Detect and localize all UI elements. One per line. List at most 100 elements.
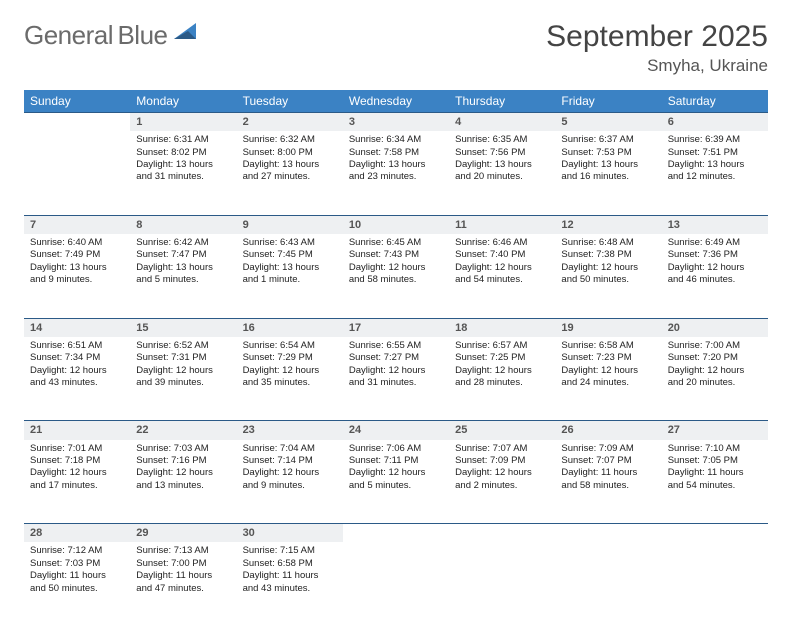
daylight-text: Daylight: 12 hours and 46 minutes. xyxy=(668,262,762,287)
day-content-cell: Sunrise: 6:37 AMSunset: 7:53 PMDaylight:… xyxy=(555,131,661,215)
day-number-cell: 10 xyxy=(343,215,449,234)
sunrise-text: Sunrise: 6:35 AM xyxy=(455,134,549,146)
day-number-cell: 9 xyxy=(237,215,343,234)
daylight-text: Daylight: 12 hours and 39 minutes. xyxy=(136,365,230,390)
daylight-text: Daylight: 12 hours and 2 minutes. xyxy=(455,467,549,492)
daylight-text: Daylight: 13 hours and 20 minutes. xyxy=(455,159,549,184)
day-content-cell: Sunrise: 6:34 AMSunset: 7:58 PMDaylight:… xyxy=(343,131,449,215)
day-number-cell xyxy=(555,524,661,543)
daylight-text: Daylight: 12 hours and 13 minutes. xyxy=(136,467,230,492)
sunrise-text: Sunrise: 7:13 AM xyxy=(136,545,230,557)
sunset-text: Sunset: 7:47 PM xyxy=(136,249,230,261)
sunset-text: Sunset: 7:00 PM xyxy=(136,558,230,570)
day-content-cell: Sunrise: 7:00 AMSunset: 7:20 PMDaylight:… xyxy=(662,337,768,421)
daylight-text: Daylight: 13 hours and 9 minutes. xyxy=(30,262,124,287)
daylight-text: Daylight: 12 hours and 58 minutes. xyxy=(349,262,443,287)
day-content-cell xyxy=(662,542,768,626)
sunset-text: Sunset: 7:07 PM xyxy=(561,455,655,467)
day-number-cell: 25 xyxy=(449,421,555,440)
day-number-cell xyxy=(449,524,555,543)
day-content-cell: Sunrise: 7:04 AMSunset: 7:14 PMDaylight:… xyxy=(237,440,343,524)
day-number-row: 282930 xyxy=(24,524,768,543)
sunrise-text: Sunrise: 6:46 AM xyxy=(455,237,549,249)
sunset-text: Sunset: 7:31 PM xyxy=(136,352,230,364)
day-content-cell: Sunrise: 6:55 AMSunset: 7:27 PMDaylight:… xyxy=(343,337,449,421)
day-content-cell: Sunrise: 6:43 AMSunset: 7:45 PMDaylight:… xyxy=(237,234,343,318)
sunrise-text: Sunrise: 6:55 AM xyxy=(349,340,443,352)
day-content-row: Sunrise: 6:31 AMSunset: 8:02 PMDaylight:… xyxy=(24,131,768,215)
day-content-row: Sunrise: 6:40 AMSunset: 7:49 PMDaylight:… xyxy=(24,234,768,318)
sunrise-text: Sunrise: 7:12 AM xyxy=(30,545,124,557)
daylight-text: Daylight: 11 hours and 50 minutes. xyxy=(30,570,124,595)
day-number-cell: 21 xyxy=(24,421,130,440)
day-number-row: 123456 xyxy=(24,113,768,132)
sunset-text: Sunset: 7:36 PM xyxy=(668,249,762,261)
sunset-text: Sunset: 7:16 PM xyxy=(136,455,230,467)
daylight-text: Daylight: 12 hours and 5 minutes. xyxy=(349,467,443,492)
day-content-cell: Sunrise: 6:39 AMSunset: 7:51 PMDaylight:… xyxy=(662,131,768,215)
sunrise-text: Sunrise: 6:52 AM xyxy=(136,340,230,352)
sunset-text: Sunset: 7:25 PM xyxy=(455,352,549,364)
day-number-cell: 28 xyxy=(24,524,130,543)
day-content-cell: Sunrise: 6:32 AMSunset: 8:00 PMDaylight:… xyxy=(237,131,343,215)
day-content-cell: Sunrise: 6:45 AMSunset: 7:43 PMDaylight:… xyxy=(343,234,449,318)
day-content-cell xyxy=(555,542,661,626)
day-content-cell: Sunrise: 6:58 AMSunset: 7:23 PMDaylight:… xyxy=(555,337,661,421)
sunset-text: Sunset: 7:03 PM xyxy=(30,558,124,570)
daylight-text: Daylight: 13 hours and 23 minutes. xyxy=(349,159,443,184)
sunset-text: Sunset: 7:29 PM xyxy=(243,352,337,364)
sunset-text: Sunset: 7:14 PM xyxy=(243,455,337,467)
sunrise-text: Sunrise: 7:15 AM xyxy=(243,545,337,557)
day-number-cell: 2 xyxy=(237,113,343,132)
sunset-text: Sunset: 7:58 PM xyxy=(349,147,443,159)
daylight-text: Daylight: 12 hours and 35 minutes. xyxy=(243,365,337,390)
day-number-cell: 17 xyxy=(343,318,449,337)
day-content-cell: Sunrise: 7:01 AMSunset: 7:18 PMDaylight:… xyxy=(24,440,130,524)
sunrise-text: Sunrise: 7:10 AM xyxy=(668,443,762,455)
day-content-cell xyxy=(343,542,449,626)
day-number-cell: 4 xyxy=(449,113,555,132)
sunset-text: Sunset: 7:49 PM xyxy=(30,249,124,261)
daylight-text: Daylight: 11 hours and 43 minutes. xyxy=(243,570,337,595)
day-number-cell: 14 xyxy=(24,318,130,337)
calendar-table: Sunday Monday Tuesday Wednesday Thursday… xyxy=(24,90,768,626)
day-number-cell: 19 xyxy=(555,318,661,337)
logo-triangle-icon xyxy=(174,21,202,43)
day-content-cell: Sunrise: 6:52 AMSunset: 7:31 PMDaylight:… xyxy=(130,337,236,421)
day-number-cell: 15 xyxy=(130,318,236,337)
day-content-row: Sunrise: 6:51 AMSunset: 7:34 PMDaylight:… xyxy=(24,337,768,421)
weekday-header: Tuesday xyxy=(237,90,343,113)
sunrise-text: Sunrise: 6:39 AM xyxy=(668,134,762,146)
day-content-cell: Sunrise: 7:09 AMSunset: 7:07 PMDaylight:… xyxy=(555,440,661,524)
weekday-header: Saturday xyxy=(662,90,768,113)
daylight-text: Daylight: 13 hours and 27 minutes. xyxy=(243,159,337,184)
day-content-cell: Sunrise: 7:03 AMSunset: 7:16 PMDaylight:… xyxy=(130,440,236,524)
sunrise-text: Sunrise: 7:01 AM xyxy=(30,443,124,455)
sunrise-text: Sunrise: 6:43 AM xyxy=(243,237,337,249)
header: General Blue September 2025 Smyha, Ukrai… xyxy=(24,20,768,76)
sunrise-text: Sunrise: 7:09 AM xyxy=(561,443,655,455)
sunrise-text: Sunrise: 7:07 AM xyxy=(455,443,549,455)
day-number-row: 78910111213 xyxy=(24,215,768,234)
day-number-cell: 24 xyxy=(343,421,449,440)
daylight-text: Daylight: 12 hours and 17 minutes. xyxy=(30,467,124,492)
day-number-cell: 18 xyxy=(449,318,555,337)
sunrise-text: Sunrise: 6:42 AM xyxy=(136,237,230,249)
daylight-text: Daylight: 12 hours and 50 minutes. xyxy=(561,262,655,287)
day-number-cell: 8 xyxy=(130,215,236,234)
day-content-cell: Sunrise: 6:46 AMSunset: 7:40 PMDaylight:… xyxy=(449,234,555,318)
daylight-text: Daylight: 12 hours and 54 minutes. xyxy=(455,262,549,287)
daylight-text: Daylight: 11 hours and 54 minutes. xyxy=(668,467,762,492)
day-number-cell: 1 xyxy=(130,113,236,132)
month-title: September 2025 xyxy=(546,20,768,54)
day-number-cell: 11 xyxy=(449,215,555,234)
day-number-cell: 26 xyxy=(555,421,661,440)
daylight-text: Daylight: 13 hours and 5 minutes. xyxy=(136,262,230,287)
daylight-text: Daylight: 12 hours and 24 minutes. xyxy=(561,365,655,390)
sunset-text: Sunset: 7:43 PM xyxy=(349,249,443,261)
day-number-cell: 6 xyxy=(662,113,768,132)
weekday-header: Wednesday xyxy=(343,90,449,113)
daylight-text: Daylight: 12 hours and 43 minutes. xyxy=(30,365,124,390)
daylight-text: Daylight: 12 hours and 20 minutes. xyxy=(668,365,762,390)
weekday-header: Friday xyxy=(555,90,661,113)
